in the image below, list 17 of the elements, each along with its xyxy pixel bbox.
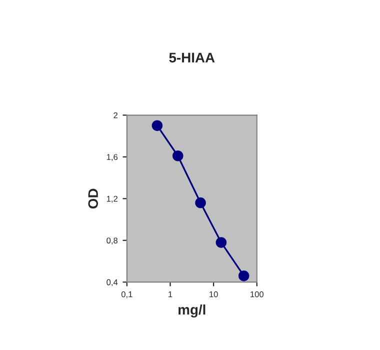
- y-axis-title: OD: [88, 188, 98, 208]
- y-tick-label: 2: [114, 112, 118, 118]
- x-tick-label: 100: [250, 291, 264, 298]
- y-tick-label: 1,6: [106, 154, 118, 161]
- chart-title: 5-HIAA: [169, 52, 215, 63]
- point: [152, 120, 163, 131]
- point: [238, 270, 250, 282]
- x-tick-label: 10: [210, 291, 218, 298]
- point: [172, 150, 184, 162]
- point: [216, 237, 227, 248]
- x-tick-label: 0,1: [121, 291, 132, 298]
- x-tick-label: 1: [168, 291, 172, 298]
- y-tick-label: 0,8: [106, 238, 118, 244]
- point: [195, 197, 206, 208]
- y-tick-label: 1,2: [106, 196, 118, 203]
- x-axis-title: mg/l: [178, 304, 206, 318]
- y-tick-label: 0,4: [106, 279, 118, 286]
